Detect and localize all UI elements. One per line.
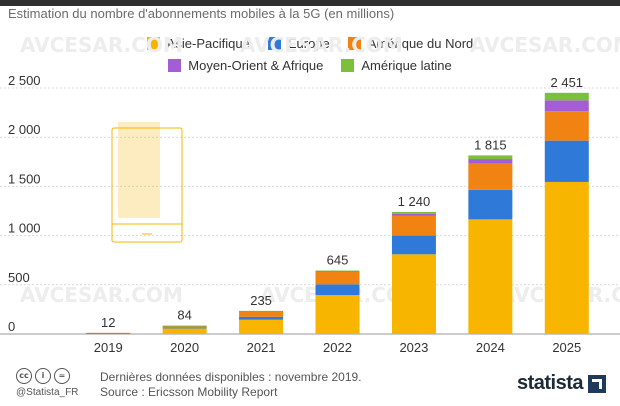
legend-swatch bbox=[168, 58, 182, 72]
source-text: Source : Ericsson Mobility Report bbox=[100, 385, 278, 399]
bar-segment bbox=[86, 332, 131, 334]
bar-segment bbox=[239, 310, 284, 312]
y-tick-label: 500 bbox=[8, 270, 30, 285]
bar-segment bbox=[544, 140, 589, 182]
statista-logo-icon bbox=[588, 374, 606, 393]
bar-segment bbox=[391, 215, 436, 236]
bar-segment bbox=[315, 295, 360, 334]
bar-segment bbox=[239, 319, 284, 334]
bar-segment bbox=[468, 189, 513, 220]
bar-segment bbox=[544, 111, 589, 141]
watermark-text: AVCESAR.COM bbox=[240, 33, 403, 57]
bar-segment bbox=[391, 211, 436, 214]
source-note: Dernières données disponibles : novembre… bbox=[100, 370, 362, 400]
creative-commons-icon[interactable]: cc bbox=[16, 368, 32, 384]
bar-segment bbox=[468, 155, 513, 160]
legend-swatch bbox=[146, 36, 160, 50]
bar-segment bbox=[544, 92, 589, 101]
x-tick-label: 2021 bbox=[247, 340, 276, 355]
brand-name: statista bbox=[516, 372, 584, 394]
bar-total-label: 2 451 bbox=[551, 75, 584, 90]
bar-segment bbox=[162, 328, 207, 334]
bar-segment bbox=[315, 284, 360, 296]
footer: cc i = @Statista_FR Dernières données di… bbox=[0, 360, 620, 406]
y-tick-label: 0 bbox=[8, 319, 15, 334]
bar-segment bbox=[544, 100, 589, 112]
bar-segment bbox=[315, 270, 360, 272]
chart-plot: AVCESAR.COM AVCESAR.COM AVCESAR.COM AVCESAR… bbox=[0, 33, 620, 355]
bar-segment bbox=[468, 159, 513, 164]
bar-segment bbox=[544, 181, 589, 334]
watermark-layer: AVCESAR.COM AVCESAR.COM AVCESAR.COM AVCESAR… bbox=[20, 33, 620, 307]
watermark-text: AVCESAR.COM bbox=[470, 33, 620, 57]
bar-segment bbox=[239, 311, 284, 317]
legend-swatch bbox=[341, 58, 355, 72]
y-tick-label: 2 000 bbox=[8, 122, 41, 137]
legend-label: Europe bbox=[287, 35, 330, 51]
legend-label: Moyen-Orient & Afrique bbox=[188, 57, 324, 73]
chart-legend: Asie-Pacifique Europe Amérique du Nord M… bbox=[0, 32, 620, 76]
bar-total-label: 235 bbox=[250, 293, 272, 308]
legend-row-2: Moyen-Orient & Afrique Amérique latine bbox=[0, 54, 620, 76]
chart-subtitle: Estimation du nombre d'abonnements mobil… bbox=[8, 6, 395, 21]
legend-item-amerique-latine: Amérique latine bbox=[341, 57, 452, 73]
legend-item-moyen-orient-afrique: Moyen-Orient & Afrique bbox=[168, 58, 323, 73]
bar-segment bbox=[162, 325, 207, 327]
bar-total-label: 1 815 bbox=[474, 137, 507, 152]
x-tick-label: 2022 bbox=[323, 340, 352, 355]
no-derivatives-icon[interactable]: = bbox=[54, 368, 70, 384]
overlay-outline bbox=[111, 127, 183, 243]
title-strip bbox=[0, 0, 620, 6]
y-tick-label: 1 000 bbox=[8, 221, 41, 236]
attribution-icon[interactable]: i bbox=[35, 368, 51, 384]
legend-item-asie-pacifique: Asie-Pacifique bbox=[146, 35, 250, 51]
bar-segment bbox=[391, 213, 436, 216]
x-tick-label: 2019 bbox=[94, 340, 123, 355]
bar-total-label: 84 bbox=[177, 308, 191, 323]
watermark-text: AVCESAR.COM bbox=[20, 283, 183, 307]
overlay-rect bbox=[118, 122, 160, 218]
bar-segment bbox=[468, 219, 513, 334]
statista-brand[interactable]: statista bbox=[517, 372, 606, 395]
y-tick-label: 2 500 bbox=[8, 73, 41, 88]
phone-overlay bbox=[111, 122, 183, 243]
watermark-text: AVCESAR.COM bbox=[20, 33, 183, 57]
bar-segment bbox=[162, 325, 207, 328]
bar-segment bbox=[391, 235, 436, 255]
legend-row-1: Asie-Pacifique Europe Amérique du Nord bbox=[0, 32, 620, 54]
legend-swatch bbox=[267, 36, 281, 50]
data-date-note: Dernières données disponibles : novembre… bbox=[100, 370, 362, 384]
legend-label: Amérique du Nord bbox=[367, 35, 474, 51]
license-icons: cc i = bbox=[16, 368, 70, 384]
bar-segment bbox=[468, 163, 513, 190]
twitter-handle[interactable]: @Statista_FR bbox=[16, 387, 79, 398]
bar-total-label: 12 bbox=[101, 315, 115, 330]
bar-segment bbox=[162, 327, 207, 329]
legend-label: Amérique latine bbox=[361, 57, 452, 73]
bar-segment bbox=[391, 254, 436, 334]
bars bbox=[86, 92, 589, 335]
legend-swatch bbox=[347, 36, 361, 50]
bar-total-label: 645 bbox=[327, 253, 349, 268]
legend-label: Asie-Pacifique bbox=[166, 35, 250, 51]
x-tick-label: 2024 bbox=[476, 340, 505, 355]
bar-segment bbox=[239, 316, 284, 320]
x-tick-label: 2020 bbox=[170, 340, 199, 355]
bar-segment bbox=[315, 271, 360, 285]
x-tick-label: 2023 bbox=[399, 340, 428, 355]
labels: 0 500 1 000 1 500 2 000 2 500 12 2019 84 2020 235 2… bbox=[8, 73, 583, 355]
legend-item-amerique-du-nord: Amérique du Nord bbox=[347, 35, 474, 51]
bar-total-label: 1 240 bbox=[398, 194, 431, 209]
legend-item-europe: Europe bbox=[267, 35, 330, 51]
x-tick-label: 2025 bbox=[552, 340, 581, 355]
y-tick-label: 1 500 bbox=[8, 171, 41, 186]
